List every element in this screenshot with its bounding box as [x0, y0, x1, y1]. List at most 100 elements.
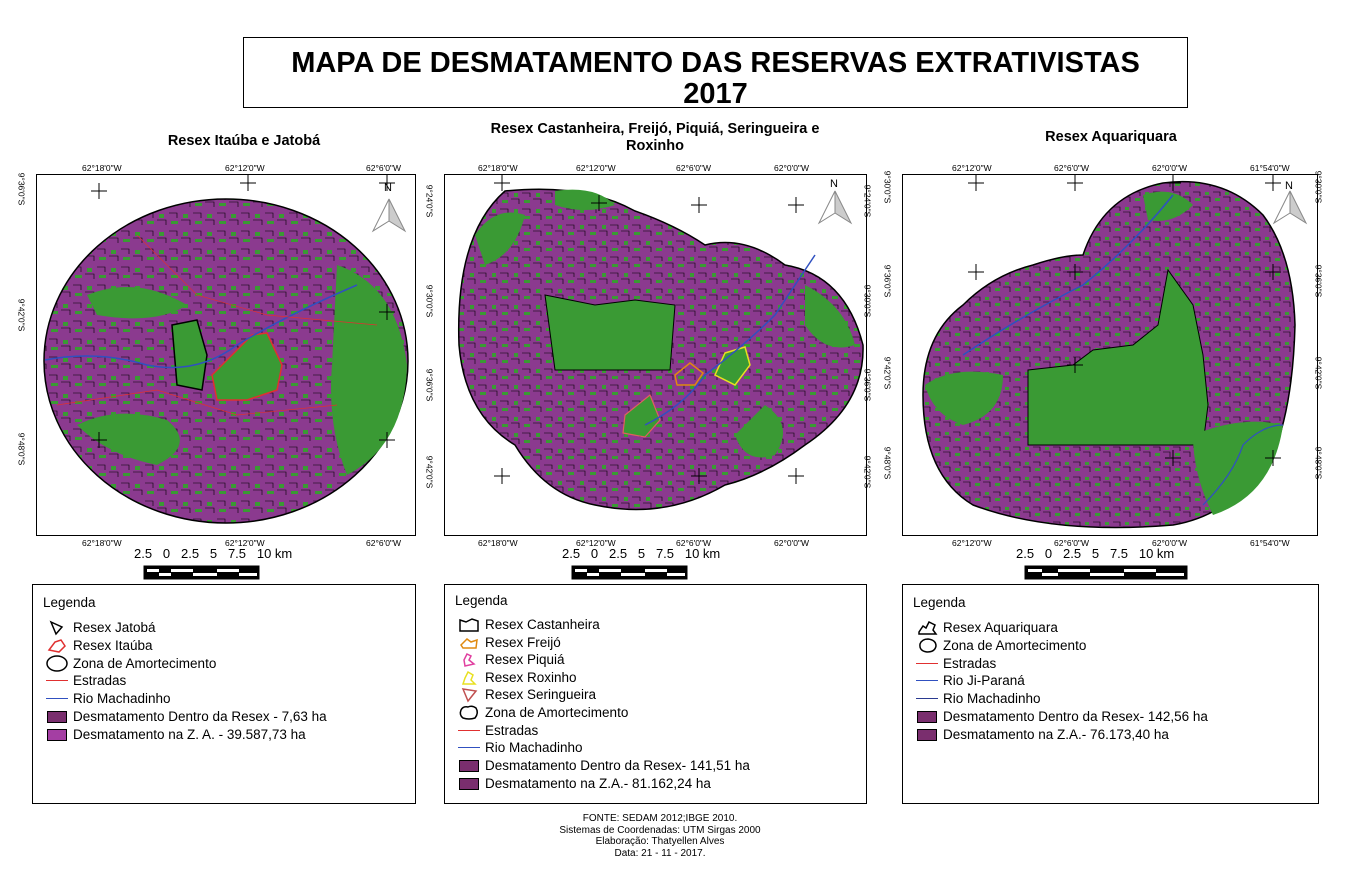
scale-bar-3	[1024, 565, 1188, 580]
circle-icon	[43, 655, 71, 672]
legend-item: Resex Jatobá	[43, 619, 156, 636]
resex-jatoba	[171, 319, 208, 391]
coord-top: 62°18'0"W	[478, 163, 518, 173]
source-line: Sistemas de Coordenadas: UTM Sirgas 2000	[559, 824, 761, 836]
roads	[56, 234, 378, 416]
swatch-icon	[43, 726, 71, 743]
legend-item: Desmatamento na Z.A.- 81.162,24 ha	[455, 775, 711, 792]
outline-icon	[455, 651, 483, 668]
coord-right: 9°42'0"S	[1313, 356, 1324, 390]
coord-top: 62°0'0"W	[774, 163, 809, 173]
legend-item: Resex Roxinho	[455, 669, 577, 686]
north-label: N	[384, 182, 392, 194]
coord-left: 9°36'0"S	[882, 264, 893, 298]
legend-item: Estradas	[43, 672, 126, 689]
coord-left: 9°42'0"S	[424, 455, 435, 489]
legend-item: Zona de Amortecimento	[913, 637, 1086, 654]
forest-area	[735, 405, 783, 458]
resex-seringueira	[622, 394, 661, 438]
forest-area	[475, 212, 525, 265]
coord-left: 9°24'0"S	[424, 184, 435, 218]
coord-bottom: 62°12'0"W	[576, 538, 616, 548]
line-icon	[43, 690, 71, 707]
map-1-canvas: N	[43, 175, 409, 524]
coord-top: 62°6'0"W	[366, 163, 401, 173]
coord-top: 62°18'0"W	[82, 163, 122, 173]
circle-icon	[913, 637, 941, 654]
legend-1: Legenda Resex Jatobá Resex Itaúba Zona d…	[32, 584, 416, 804]
legend-item: Desmatamento Dentro da Resex- 142,56 ha	[913, 708, 1208, 725]
forest-area	[805, 285, 855, 348]
scale-labels-3: 2.5 0 2.5 5 7.5 10 km	[1016, 546, 1175, 561]
main-title: MAPA DE DESMATAMENTO DAS RESERVAS EXTRAT…	[291, 47, 1140, 79]
legend-item: Resex Freijó	[455, 634, 561, 651]
scale-labels-1: 2.5 0 2.5 5 7.5 10 km	[134, 546, 293, 561]
swatch-icon	[913, 726, 941, 743]
resex-aquariquara	[1027, 268, 1209, 446]
forest-area	[1143, 191, 1193, 221]
map-3-title: Resex Aquariquara	[1045, 129, 1177, 145]
source-line: FONTE: SEDAM 2012;IBGE 2010.	[582, 813, 738, 824]
source-line: Data: 21 - 11 - 2017.	[614, 847, 706, 859]
resex-roxinho	[714, 346, 751, 386]
coord-top: 61°54'0"W	[1250, 163, 1290, 173]
outline-icon	[913, 619, 941, 636]
north-label: N	[830, 178, 838, 190]
coord-bottom: 62°6'0"W	[676, 538, 711, 548]
swatch-icon	[455, 757, 483, 774]
circle-icon	[455, 704, 483, 721]
coord-right: 9°36'0"S	[1313, 264, 1324, 298]
coord-bottom: 62°12'0"W	[225, 538, 265, 548]
legend-item: Desmatamento Dentro da Resex - 7,63 ha	[43, 708, 327, 725]
river-machadinho	[1202, 424, 1284, 506]
legend-3: Legenda Resex Aquariquara Zona de Amorte…	[902, 584, 1319, 804]
main-title-year: 2017	[683, 78, 748, 110]
coord-bottom: 62°0'0"W	[774, 538, 809, 548]
legend-item: Desmatamento na Z.A.- 76.173,40 ha	[913, 726, 1169, 743]
coord-top: 62°6'0"W	[1054, 163, 1089, 173]
north-label: N	[1285, 180, 1293, 192]
coord-bottom: 62°18'0"W	[82, 538, 122, 548]
resex-castanheira	[544, 294, 676, 371]
legend-item: Resex Itaúba	[43, 637, 153, 654]
resex-freijo	[674, 362, 705, 386]
legend-2: Legenda Resex Castanheira Resex Freijó R…	[444, 584, 867, 804]
legend-item: Rio Machadinho	[913, 690, 1041, 707]
coord-right: 9°48'0"S	[1313, 446, 1324, 480]
coord-bottom: 62°18'0"W	[478, 538, 518, 548]
legend-item: Desmatamento na Z. A. - 39.587,73 ha	[43, 726, 306, 743]
scale-labels-2: 2.5 0 2.5 5 7.5 10 km	[562, 546, 721, 561]
legend-item: Zona de Amortecimento	[43, 655, 216, 672]
map-2-title: Resex Castanheira, Freijó, Piquiá, Serin…	[490, 121, 820, 154]
forest-area	[87, 287, 187, 319]
coord-right: 9°42'0"S	[862, 455, 873, 489]
scale-bar-2	[571, 565, 688, 580]
map-3-frame: N	[902, 174, 1318, 536]
map-3-canvas: N	[922, 175, 1308, 529]
coord-left: 9°48'0"S	[882, 446, 893, 480]
coord-top: 62°12'0"W	[576, 163, 616, 173]
legend-item: Resex Castanheira	[455, 616, 600, 633]
coord-bottom: 62°6'0"W	[366, 538, 401, 548]
grid-crosses	[494, 175, 804, 484]
grid-crosses	[91, 175, 395, 448]
legend-item: Resex Aquariquara	[913, 619, 1058, 636]
forest-area	[331, 265, 407, 475]
forest-area	[925, 371, 1003, 425]
legend-item: Estradas	[913, 655, 996, 672]
line-icon	[455, 739, 483, 756]
legend-item: Resex Piquiá	[455, 651, 565, 668]
outline-icon	[455, 634, 483, 651]
north-arrow	[371, 198, 407, 233]
coord-bottom: 62°6'0"W	[1054, 538, 1089, 548]
coord-left: 9°30'0"S	[882, 170, 893, 204]
coord-left: 9°36'0"S	[424, 368, 435, 402]
coord-bottom: 62°12'0"W	[952, 538, 992, 548]
coord-left: 9°48'0"S	[16, 432, 27, 466]
outline-icon	[455, 616, 483, 633]
legend-item: Zona de Amortecimento	[455, 704, 628, 721]
swatch-icon	[913, 708, 941, 725]
coord-top: 62°12'0"W	[952, 163, 992, 173]
river-machadinho	[44, 284, 358, 369]
legend-item: Rio Ji-Paraná	[913, 672, 1025, 689]
